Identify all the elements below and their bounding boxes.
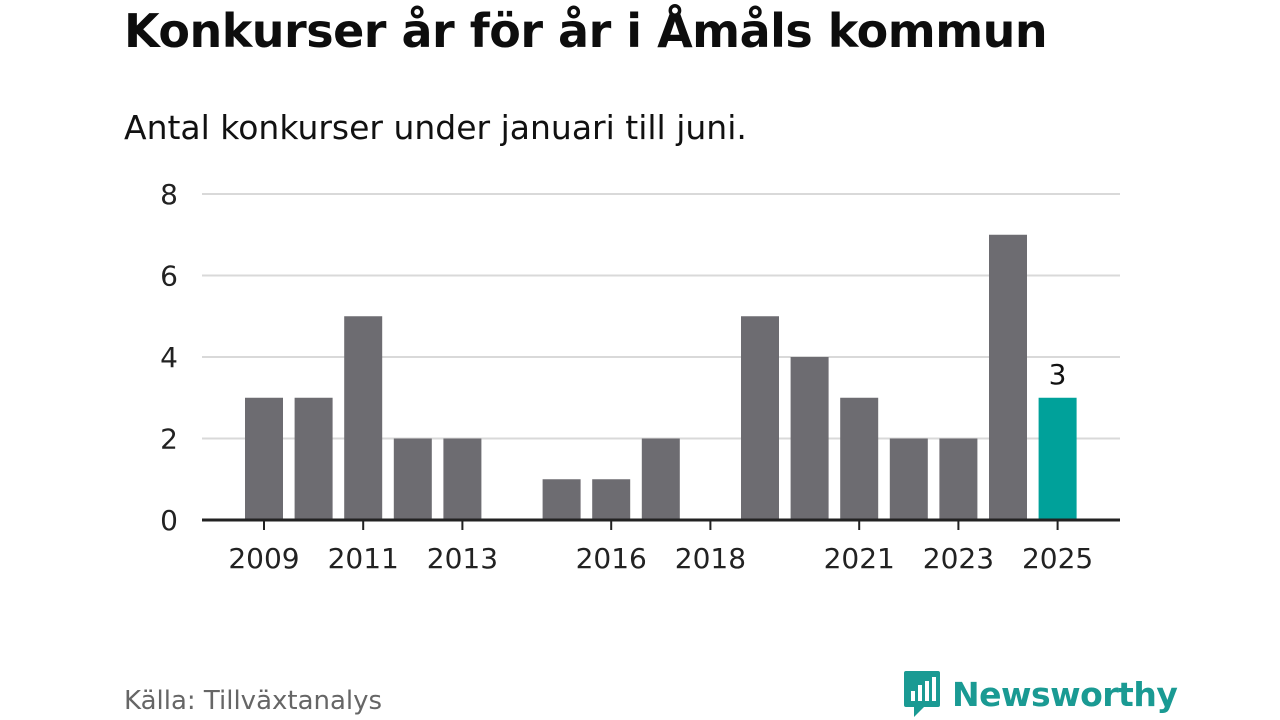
bar-2022	[889, 438, 928, 520]
y-tick-label-2: 2	[160, 423, 178, 456]
y-tick-label-4: 4	[160, 341, 178, 374]
y-tick-label-8: 8	[160, 178, 178, 211]
x-tick-label-2018: 2018	[675, 542, 746, 575]
bar-2013	[443, 438, 482, 520]
chart-subtitle: Antal konkurser under januari till juni.	[124, 108, 747, 147]
bar-2009	[245, 397, 283, 520]
data-label-2025: 3	[1049, 358, 1067, 391]
bar-2023	[939, 438, 978, 520]
x-tick-label-2023: 2023	[923, 542, 994, 575]
x-tick-label-2016: 2016	[576, 542, 647, 575]
x-tick-label-2025: 2025	[1022, 542, 1093, 575]
chart-title: Konkurser år för år i Åmåls kommun	[124, 4, 1048, 58]
bar-2025	[1038, 397, 1077, 520]
bar-chart: 0 2 4 6 8 3 2009 2011 2013 2016 2018 2021 2023 2025	[160, 178, 1120, 575]
bar-2017	[641, 438, 680, 520]
x-tick-label-2021: 2021	[824, 542, 895, 575]
bar-2015	[542, 479, 581, 520]
brand-name: Newsworthy	[952, 674, 1178, 714]
bar-2020	[790, 357, 829, 520]
bar-2012	[393, 438, 432, 520]
bar-2011	[344, 316, 383, 520]
bar-2024	[989, 234, 1027, 520]
x-tick-label-2011: 2011	[328, 542, 399, 575]
x-tick-label-2013: 2013	[427, 542, 498, 575]
source-note: Källa: Tillväxtanalys	[124, 686, 383, 716]
bar-2016	[592, 479, 631, 520]
y-tick-label-6: 6	[160, 260, 178, 293]
y-tick-label-0: 0	[160, 504, 178, 537]
bar-2019	[741, 316, 779, 520]
tick-labels: 0 2 4 6 8 3 2009 2011 2013 2016 2018 2021 2023 2025	[160, 178, 1093, 575]
x-tick-label-2009: 2009	[228, 542, 299, 575]
axes	[202, 518, 1120, 530]
newsworthy-logo-icon	[904, 671, 940, 717]
bar-2010	[294, 397, 333, 520]
gridlines	[202, 193, 1120, 440]
bars	[245, 234, 1077, 520]
bar-2021	[840, 397, 879, 520]
brand-logo: Newsworthy	[902, 668, 1178, 720]
